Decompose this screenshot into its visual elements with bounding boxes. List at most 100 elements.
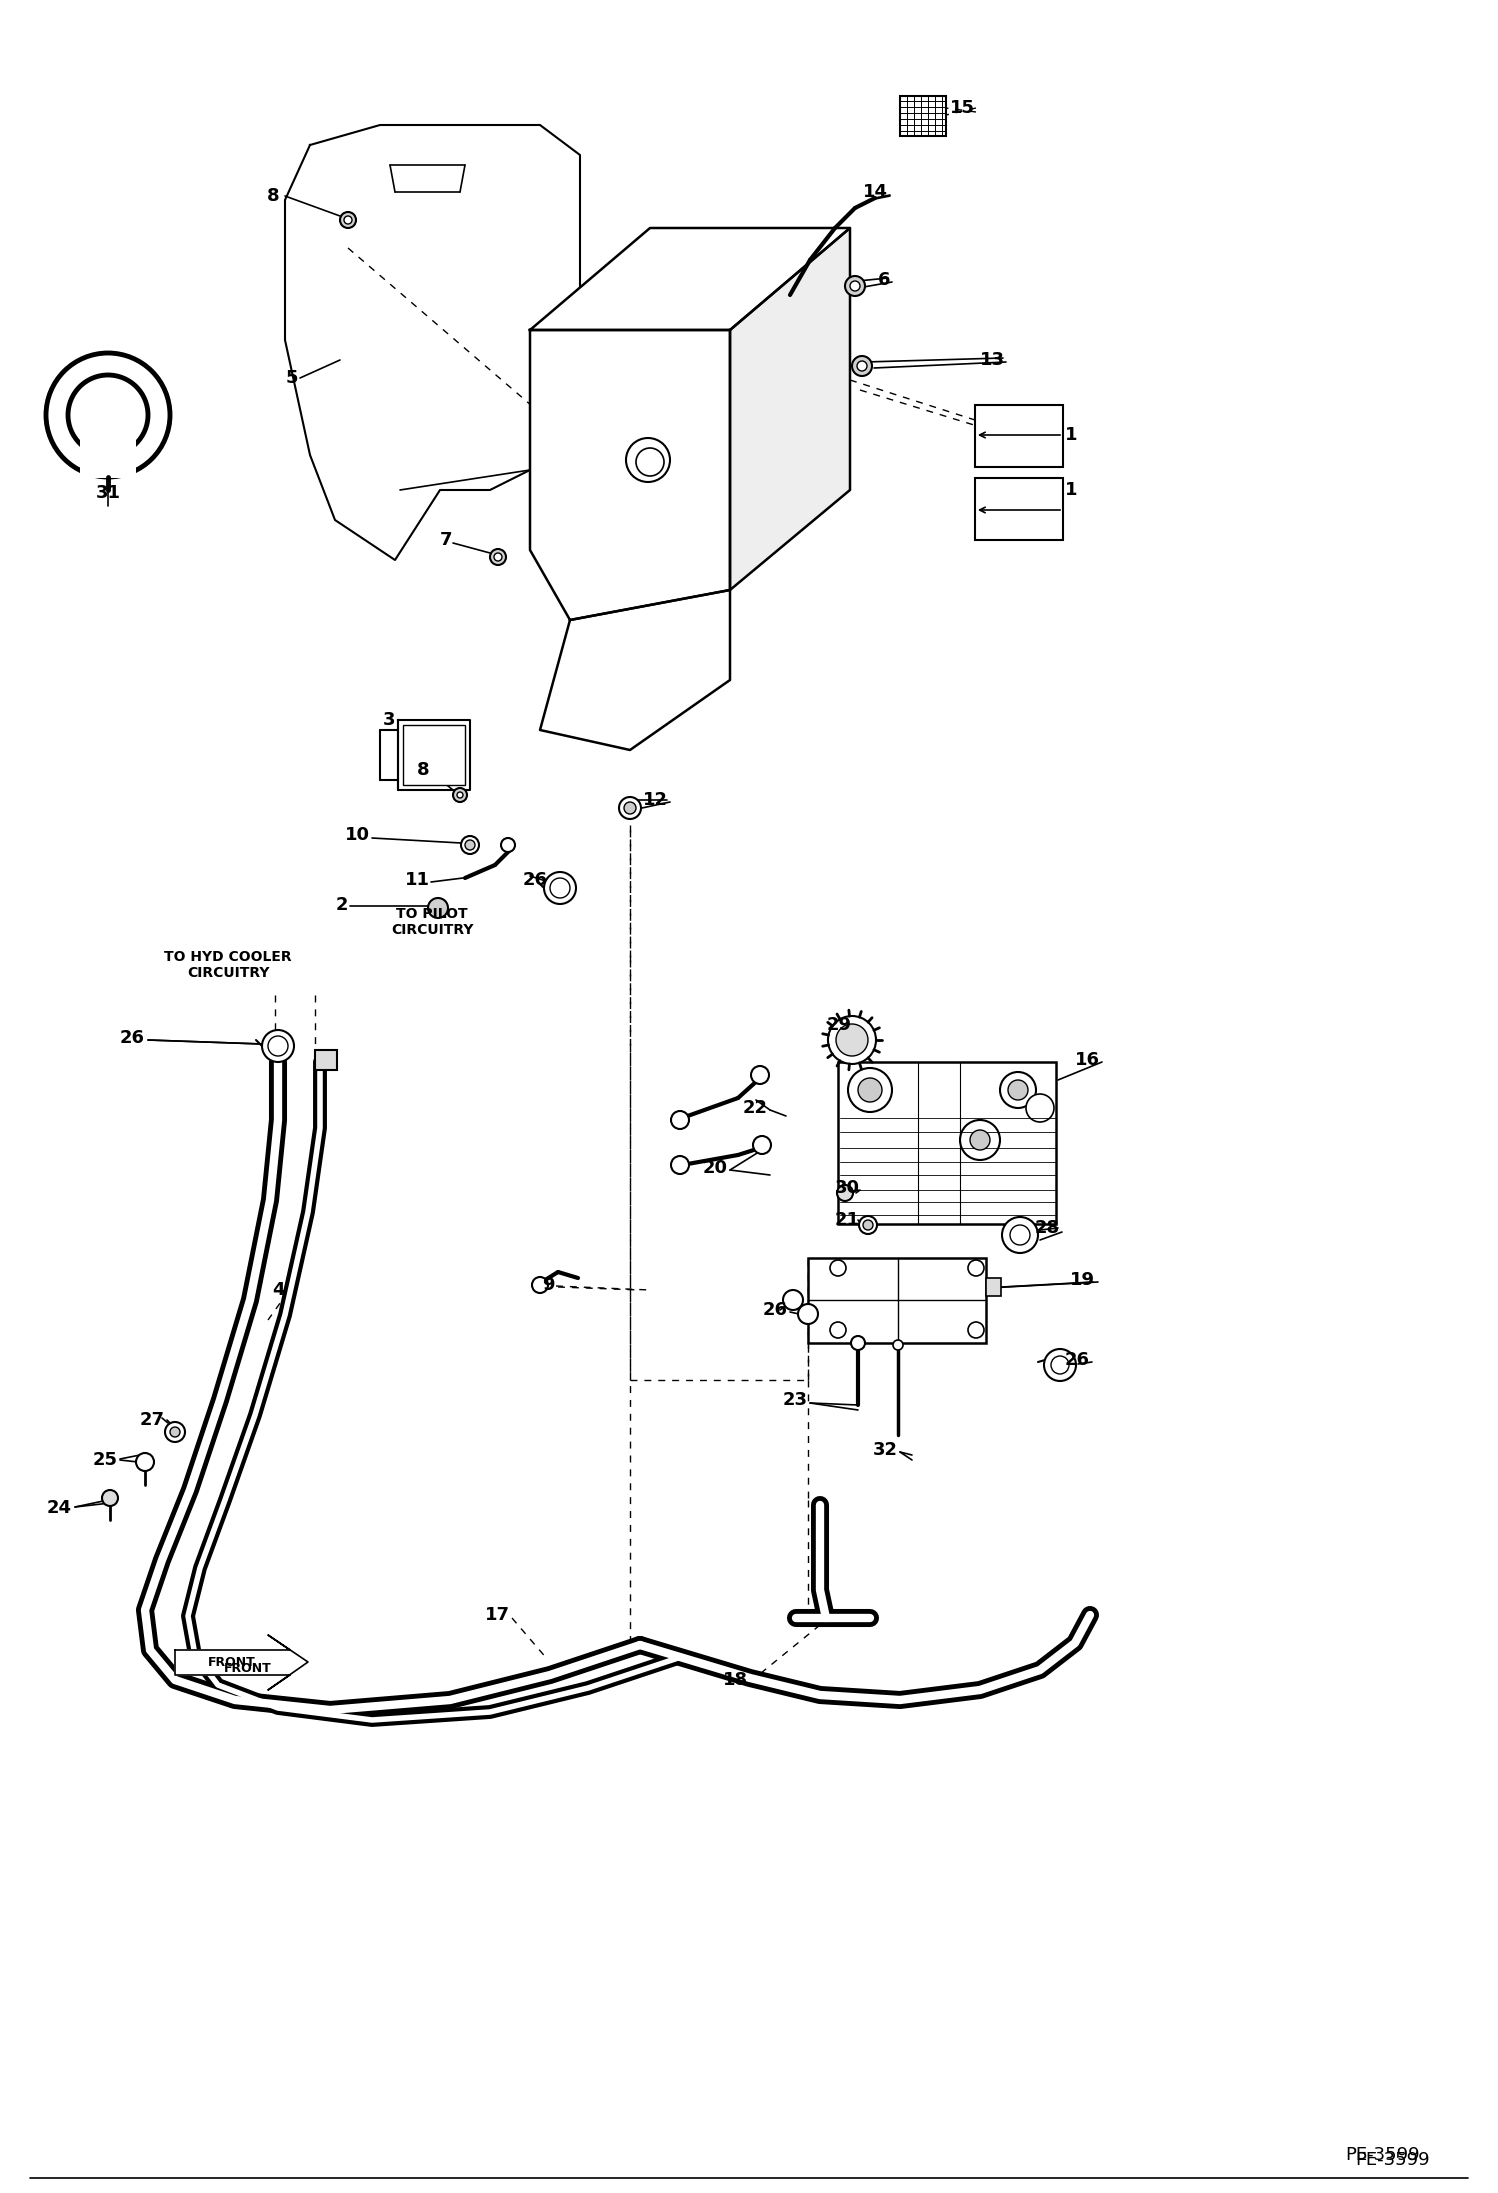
Text: 21: 21 <box>834 1211 860 1228</box>
Text: FRONT: FRONT <box>225 1662 271 1675</box>
Circle shape <box>858 1215 876 1235</box>
Text: 15: 15 <box>950 99 975 116</box>
Circle shape <box>637 447 664 476</box>
Circle shape <box>494 553 502 561</box>
Circle shape <box>893 1340 903 1351</box>
Circle shape <box>626 439 670 482</box>
Circle shape <box>46 353 169 478</box>
Text: 17: 17 <box>485 1605 509 1625</box>
Text: 1: 1 <box>1065 425 1077 443</box>
Polygon shape <box>175 1636 309 1691</box>
Circle shape <box>625 803 637 814</box>
Circle shape <box>1008 1079 1028 1101</box>
Text: 25: 25 <box>93 1452 118 1469</box>
Circle shape <box>750 1066 768 1083</box>
Circle shape <box>848 1068 891 1112</box>
Circle shape <box>262 1031 294 1061</box>
Circle shape <box>798 1305 818 1325</box>
Text: 14: 14 <box>863 182 888 202</box>
Text: TO HYD COOLER
CIRCUITRY: TO HYD COOLER CIRCUITRY <box>165 950 292 980</box>
Circle shape <box>1010 1226 1031 1246</box>
Text: PE-3599: PE-3599 <box>1345 2147 1420 2164</box>
Polygon shape <box>398 719 470 789</box>
Text: 12: 12 <box>643 792 668 809</box>
Circle shape <box>968 1322 984 1338</box>
Circle shape <box>165 1421 184 1443</box>
Circle shape <box>857 362 867 371</box>
Text: TO PILOT
CIRCUITRY: TO PILOT CIRCUITRY <box>391 908 473 936</box>
Circle shape <box>136 1454 154 1472</box>
Circle shape <box>428 897 448 919</box>
Bar <box>975 406 1064 467</box>
Circle shape <box>544 873 577 904</box>
Text: 8: 8 <box>418 761 430 779</box>
Circle shape <box>1026 1094 1055 1123</box>
Circle shape <box>837 1184 852 1202</box>
Text: 2: 2 <box>336 897 348 914</box>
Text: 24: 24 <box>46 1500 72 1518</box>
Circle shape <box>830 1261 846 1276</box>
Bar <box>315 1050 337 1070</box>
Bar <box>986 1279 1001 1296</box>
Circle shape <box>345 215 352 224</box>
Circle shape <box>452 787 467 803</box>
Circle shape <box>532 1276 548 1294</box>
Text: 13: 13 <box>980 351 1005 368</box>
Text: 28: 28 <box>1035 1219 1061 1237</box>
Circle shape <box>1001 1072 1037 1107</box>
Circle shape <box>550 877 571 897</box>
Circle shape <box>971 1129 990 1149</box>
Circle shape <box>863 1219 873 1230</box>
Circle shape <box>1044 1349 1076 1382</box>
Bar <box>900 96 947 136</box>
Circle shape <box>671 1156 689 1173</box>
Text: FRONT: FRONT <box>208 1656 256 1669</box>
Circle shape <box>671 1112 689 1129</box>
Circle shape <box>836 1024 867 1057</box>
Text: 26: 26 <box>523 871 548 888</box>
Circle shape <box>490 548 506 566</box>
Text: 8: 8 <box>267 186 280 204</box>
Text: 22: 22 <box>743 1099 768 1116</box>
Circle shape <box>619 796 641 818</box>
Text: 32: 32 <box>873 1441 897 1458</box>
Circle shape <box>753 1136 771 1154</box>
Circle shape <box>845 276 864 296</box>
Circle shape <box>851 1336 864 1351</box>
Polygon shape <box>530 228 849 329</box>
Circle shape <box>828 1015 876 1064</box>
Circle shape <box>968 1261 984 1276</box>
Text: 31: 31 <box>96 485 120 502</box>
Circle shape <box>457 792 463 798</box>
Text: 29: 29 <box>827 1015 852 1035</box>
Text: PE-3599: PE-3599 <box>1356 2151 1431 2169</box>
Text: 1: 1 <box>1065 480 1077 500</box>
Polygon shape <box>285 125 580 559</box>
Bar <box>975 478 1064 539</box>
Text: 5: 5 <box>286 368 298 386</box>
Polygon shape <box>530 329 730 621</box>
Text: 26: 26 <box>120 1029 145 1046</box>
Text: 26: 26 <box>762 1300 788 1318</box>
Circle shape <box>1052 1355 1070 1375</box>
Text: 30: 30 <box>834 1180 860 1197</box>
Circle shape <box>268 1035 288 1057</box>
Text: 10: 10 <box>345 827 370 844</box>
Text: 4: 4 <box>273 1281 285 1298</box>
Circle shape <box>960 1121 1001 1160</box>
Text: 11: 11 <box>404 871 430 888</box>
Text: 3: 3 <box>382 711 395 728</box>
Text: 20: 20 <box>703 1158 728 1178</box>
Circle shape <box>783 1289 803 1309</box>
Text: 9: 9 <box>542 1276 554 1294</box>
Circle shape <box>858 1079 882 1103</box>
Circle shape <box>852 355 872 375</box>
Text: 7: 7 <box>439 531 452 548</box>
Bar <box>807 1259 986 1342</box>
Circle shape <box>849 281 860 292</box>
Circle shape <box>340 213 357 228</box>
Circle shape <box>169 1428 180 1436</box>
Circle shape <box>464 840 475 851</box>
Text: 23: 23 <box>783 1390 807 1408</box>
Text: 6: 6 <box>878 272 890 289</box>
